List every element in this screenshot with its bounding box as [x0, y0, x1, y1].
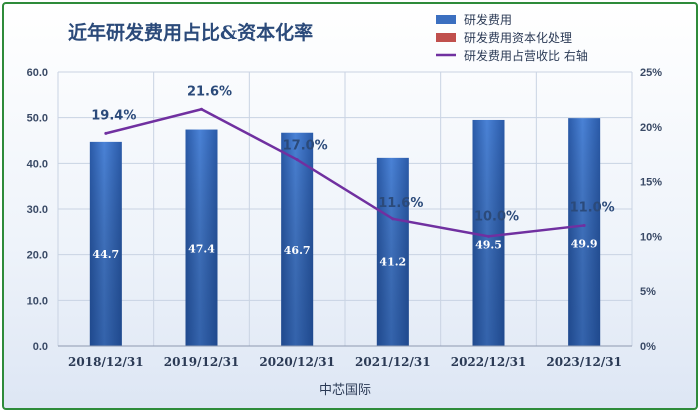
- y-tick-label: 40.0: [27, 158, 48, 170]
- bar-shade: [185, 129, 218, 346]
- ratio-point: [200, 107, 203, 111]
- bar-shade: [472, 119, 505, 346]
- x-tick-label: 2022/12/31: [451, 355, 527, 369]
- y-tick-label: 10.0: [27, 295, 48, 307]
- y-tick-label: 30.0: [27, 204, 48, 216]
- bar-data-label: 41.2: [379, 255, 406, 268]
- x-tick-label: 2018/12/31: [68, 355, 144, 369]
- ratio-data-label: 19.4%: [91, 108, 136, 123]
- chart-title: 近年研发费用占比&资本化率: [68, 22, 314, 44]
- legend-label: 研发费用资本化处理: [464, 30, 572, 45]
- bar-data-label: 49.5: [475, 238, 502, 251]
- bar-shade: [89, 141, 122, 346]
- ratio-data-label: 11.0%: [570, 200, 615, 215]
- y2-tick-label: 5%: [640, 286, 656, 298]
- y-tick-label: 0.0: [33, 341, 48, 353]
- y2-tick-label: 10%: [640, 231, 662, 243]
- ratio-point: [582, 223, 586, 227]
- x-tick-label: 2020/12/31: [259, 355, 335, 369]
- y-tick-label: 20.0: [27, 250, 48, 262]
- ratio-data-label: 17.0%: [283, 139, 328, 154]
- x-tick-label: 2023/12/31: [546, 355, 622, 369]
- ratio-point: [295, 158, 299, 162]
- ratio-data-label: 11.6%: [378, 196, 423, 211]
- bar-data-label: 49.9: [571, 237, 598, 250]
- bar-shade: [281, 132, 314, 346]
- ratio-point: [487, 234, 490, 238]
- ratio-point: [104, 131, 108, 135]
- bar-data-label: 46.7: [284, 244, 311, 257]
- ratio-line: [105, 107, 585, 238]
- x-axis-label: 中芯国际: [319, 383, 371, 398]
- bar-shade: [376, 157, 409, 346]
- y2-tick-label: 15%: [640, 177, 662, 189]
- x-tick-label: 2021/12/31: [355, 355, 431, 369]
- ratio-data-label: 10.0%: [474, 209, 519, 224]
- ratio-point: [391, 217, 395, 221]
- bar-data-label: 47.4: [188, 243, 215, 256]
- legend-label: 研发费用占营收比 右轴: [464, 48, 588, 63]
- ratio-data-label: 21.6%: [187, 84, 232, 99]
- y2-tick-label: 20%: [640, 122, 662, 134]
- bar-shade: [568, 118, 601, 346]
- legend-swatch-rnd-expense: [436, 15, 456, 24]
- y2-tick-label: 0%: [640, 341, 656, 353]
- bar-data-label: 44.7: [92, 248, 119, 261]
- y-tick-label: 60.0: [27, 67, 48, 79]
- y-tick-label: 50.0: [27, 113, 48, 125]
- legend-swatch-capitalized: [436, 33, 456, 42]
- y2-tick-label: 25%: [640, 67, 662, 79]
- legend-label: 研发费用: [464, 12, 512, 27]
- x-tick-label: 2019/12/31: [164, 355, 240, 369]
